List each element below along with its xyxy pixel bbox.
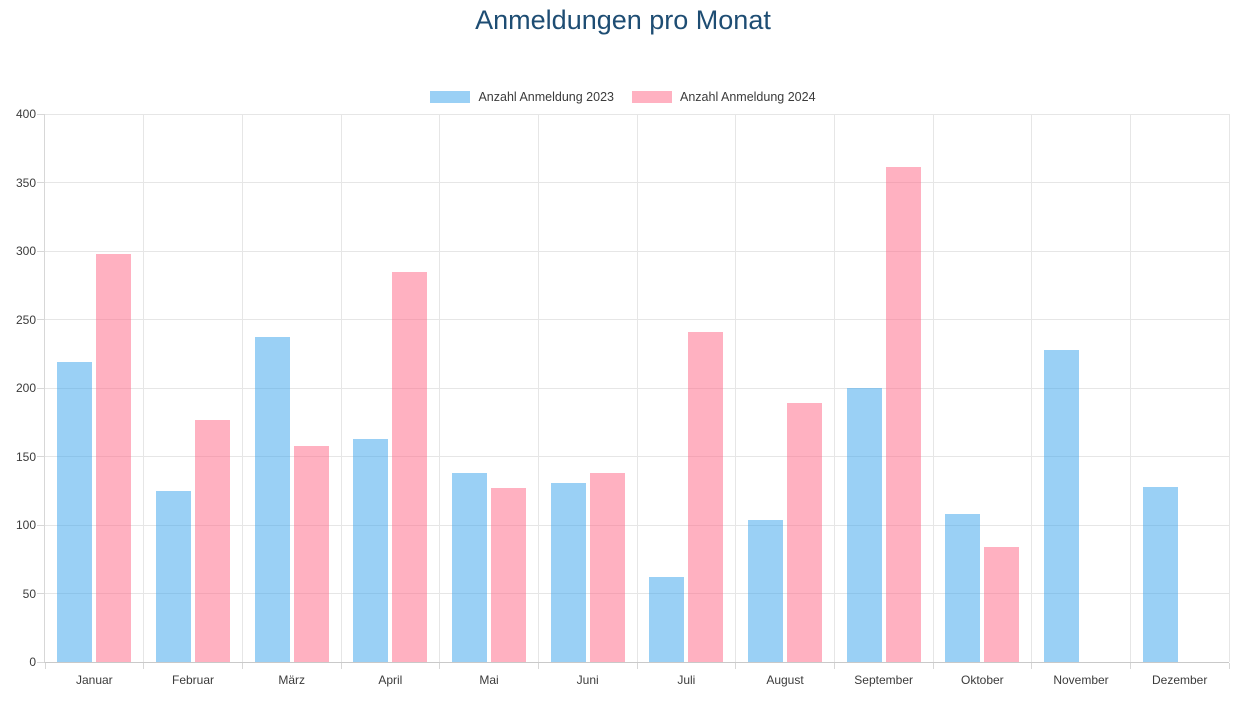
x-axis-label-juli: Juli	[677, 673, 696, 687]
y-axis-label: 50	[22, 586, 36, 601]
y-axis-tick	[37, 524, 44, 526]
gridline-v	[932, 114, 934, 662]
bar-2023-februar	[156, 491, 191, 662]
bar-2024-august	[787, 403, 822, 662]
gridline-v	[537, 114, 539, 662]
chart-legend: Anzahl Anmeldung 2023 Anzahl Anmeldung 20…	[0, 90, 1246, 104]
bar-2023-juni	[550, 483, 586, 662]
x-axis-tick	[143, 663, 145, 669]
x-axis-label-april: April	[378, 673, 403, 687]
x-axis-tick	[241, 663, 243, 669]
x-axis-tick	[340, 663, 342, 669]
bar-2023-september	[846, 388, 882, 662]
y-axis-label: 0	[29, 655, 36, 669]
bar-chart-canvas[interactable]: 0 50 100 150 200 250 300 350 400 Januar Februar Mär…	[16, 107, 1230, 687]
bar-2024-juli	[688, 332, 724, 662]
legend-label: Anzahl Anmeldung 2024	[680, 90, 816, 104]
bar-2023-mai	[452, 473, 487, 662]
chart-title: Anmeldungen pro Monat	[475, 5, 771, 35]
y-axis-tick	[37, 250, 44, 252]
bar-2023-november	[1044, 350, 1079, 662]
legend-swatch-2023	[430, 91, 471, 103]
x-axis-tick	[1031, 663, 1033, 669]
x-axis-tick	[439, 663, 441, 669]
gridline-v	[340, 114, 342, 662]
bar-2024-juni	[589, 473, 625, 662]
gridline-v	[735, 114, 737, 662]
y-axis-label: 300	[15, 244, 36, 258]
x-axis-tick	[636, 663, 638, 669]
y-axis-tick	[37, 182, 44, 183]
gridline-v	[143, 114, 145, 662]
x-axis-tick	[1228, 663, 1230, 669]
bar-2024-märz	[293, 446, 329, 662]
legend-item-anzahl-anmeldung-2023[interactable]: Anzahl Anmeldung 2023	[430, 90, 614, 104]
gridline-v	[241, 114, 243, 662]
y-axis-tick	[37, 319, 44, 320]
bar-2023-dezember	[1142, 487, 1178, 662]
x-axis-tick	[44, 663, 46, 669]
gridline-v	[1228, 114, 1230, 662]
bar-2023-august	[748, 520, 783, 662]
bar-2024-januar	[96, 254, 132, 662]
x-axis-tick	[1129, 663, 1131, 669]
bar-2023-april	[353, 439, 389, 662]
x-axis-tick	[537, 663, 539, 669]
y-axis-tick	[37, 593, 44, 594]
bar-2023-oktober	[945, 514, 981, 662]
gridline-v	[636, 114, 638, 662]
x-axis-label-januar: Januar	[75, 673, 113, 687]
y-axis-tick	[37, 456, 44, 457]
x-axis-label-august: August	[766, 673, 804, 687]
x-axis-label-märz: März	[278, 673, 305, 687]
gridline-v	[1031, 114, 1033, 662]
y-axis-label: 250	[15, 312, 36, 327]
x-axis-label-juni: Juni	[576, 673, 599, 687]
bar-2024-februar	[195, 420, 230, 662]
bar-2023-märz	[254, 337, 290, 662]
legend-item-anzahl-anmeldung-2024[interactable]: Anzahl Anmeldung 2024	[632, 90, 816, 104]
bar-2023-juli	[649, 577, 685, 662]
y-axis-label: 200	[15, 381, 36, 395]
gridline-v	[1129, 114, 1131, 662]
x-axis-label-mai: Mai	[479, 673, 499, 687]
bar-2024-april	[392, 272, 428, 662]
y-axis-tick	[37, 113, 44, 115]
bar-2023-januar	[57, 362, 93, 662]
y-axis-label: 350	[15, 175, 36, 190]
legend-swatch-2024	[632, 91, 672, 103]
x-axis-label-februar: Februar	[171, 673, 215, 687]
y-axis-tick	[37, 661, 44, 663]
x-axis-label-dezember: Dezember	[1151, 673, 1208, 687]
gridline-v	[439, 114, 441, 662]
bar-2024-september	[885, 167, 921, 662]
y-axis-tick	[37, 387, 44, 389]
legend-label: Anzahl Anmeldung 2023	[478, 90, 614, 104]
x-axis-tick	[833, 663, 835, 669]
x-axis-label-oktober: Oktober	[960, 673, 1004, 687]
x-axis-label-november: November	[1053, 673, 1109, 687]
bar-2024-mai	[491, 488, 526, 662]
bar-2024-oktober	[984, 547, 1020, 662]
gridline-v	[833, 114, 835, 662]
x-axis-label-september: September	[854, 673, 914, 687]
y-axis-label: 150	[15, 449, 36, 464]
x-axis-tick	[735, 663, 737, 669]
x-axis-tick	[932, 663, 934, 669]
y-axis-label: 400	[15, 107, 36, 121]
y-axis-label: 100	[15, 518, 36, 532]
